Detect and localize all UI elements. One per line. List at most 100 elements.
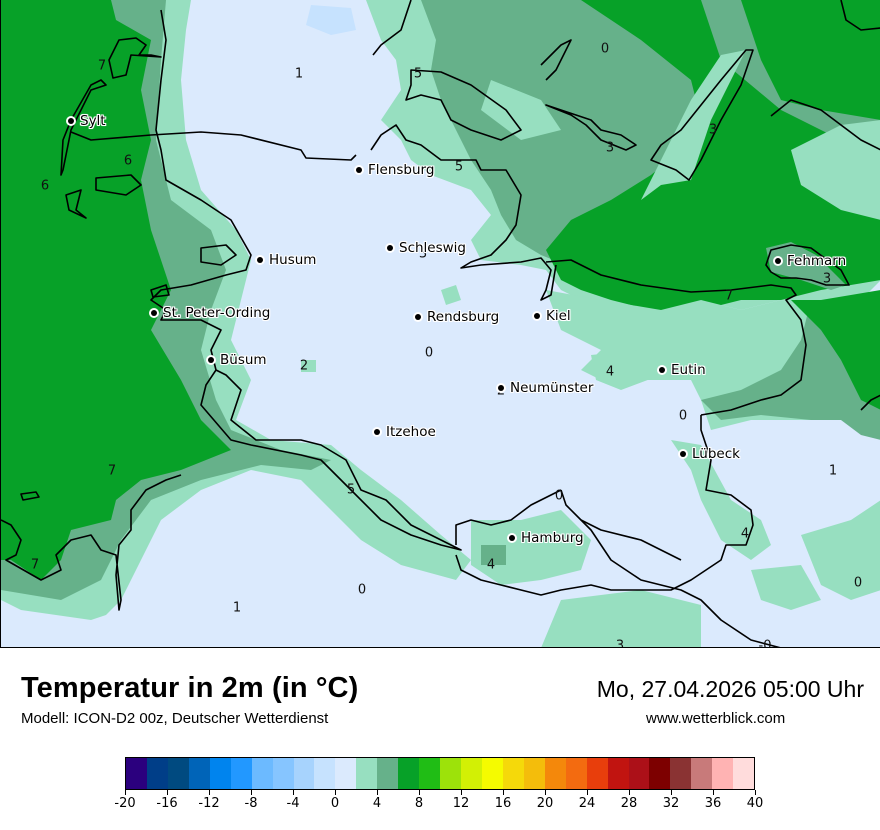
colorbar-segment (733, 758, 755, 789)
colorbar-segment (126, 758, 147, 789)
city-name: Husum (269, 252, 317, 268)
contour-value: 6 (40, 178, 50, 194)
contour-value: 1 (232, 600, 242, 616)
contour-value: 6 (123, 153, 133, 169)
city-dot-icon (356, 167, 362, 173)
contour-value: 0 (554, 488, 564, 504)
colorbar-segment (586, 758, 608, 789)
contour-value: 7 (30, 557, 40, 573)
city-marker: Kiel (534, 308, 571, 324)
city-marker: Lübeck (680, 446, 740, 462)
map-canvas (1, 0, 880, 647)
city-name: Itzehoe (386, 424, 436, 440)
colorbar-tick-label: 24 (578, 796, 596, 811)
city-marker: Schleswig (387, 240, 466, 256)
model-subtitle: Modell: ICON-D2 00z, Deutscher Wetterdie… (21, 710, 329, 727)
colorbar-segment (209, 758, 231, 789)
city-marker: Sylt (68, 113, 106, 129)
city-marker: Hamburg (509, 530, 584, 546)
colorbar-tick-label: 16 (494, 796, 512, 811)
colorbar-segment (461, 758, 482, 789)
colorbar-segment (502, 758, 524, 789)
colorbar-segment (188, 758, 210, 789)
colorbar-tick (502, 790, 504, 795)
city-marker: Rendsburg (415, 309, 499, 325)
city-dot-icon (659, 367, 665, 373)
colorbar-segment (335, 758, 357, 789)
contour-value: 5 (346, 482, 356, 498)
colorbar-tick (670, 790, 672, 795)
city-marker: Husum (257, 252, 316, 268)
forecast-datetime: Mo, 27.04.2026 05:00 Uhr (596, 676, 864, 702)
colorbar-tick (250, 790, 252, 795)
contour-value: 3 (605, 140, 615, 156)
colorbar-segment (712, 758, 734, 789)
contour-value: 1 (828, 463, 838, 479)
colorbar-segment (251, 758, 273, 789)
colorbar-segment (691, 758, 713, 789)
colorbar-segment (398, 758, 420, 789)
city-name: Eutin (671, 362, 706, 378)
colorbar-segment (272, 758, 294, 789)
colorbar-segment (440, 758, 461, 789)
contour-value: 4 (486, 557, 496, 573)
website-link[interactable]: www.wetterblick.com (646, 710, 786, 727)
colorbar-segment (670, 758, 692, 789)
colorbar-tick-label: -12 (198, 796, 220, 811)
colorbar-tick-label: -4 (286, 796, 300, 811)
colorbar-segment (377, 758, 399, 789)
colorbar-tick (628, 790, 630, 795)
colorbar-tick (334, 790, 336, 795)
city-dot-icon (68, 118, 74, 124)
colorbar-tick-label: 36 (704, 796, 722, 811)
city-name: Sylt (80, 113, 106, 129)
contour-value: 5 (413, 66, 423, 82)
contour-value: 2 (496, 383, 506, 399)
colorbar-tick (208, 790, 210, 795)
city-name: Büsum (220, 352, 267, 368)
colorbar-tick-label: 8 (414, 796, 424, 811)
city-dot-icon (775, 258, 781, 264)
temperature-map[interactable]: 7 1 5 0 3 3 6 6 5 3 3 7 0 2 4 2 0 7 1 5 0 4 4 7 0 0 1 3 -0 Sylt Flens… (0, 0, 880, 648)
colorbar-segment (167, 758, 189, 789)
contour-value: 2 (299, 358, 309, 374)
city-dot-icon (415, 314, 421, 320)
colorbar-segment (356, 758, 378, 789)
colorbar-tick (712, 790, 714, 795)
city-name: Lübeck (692, 446, 740, 462)
colorbar-segment (481, 758, 503, 789)
contour-value: 0 (424, 345, 434, 361)
city-dot-icon (387, 245, 393, 251)
city-name: Rendsburg (427, 309, 500, 325)
city-dot-icon (509, 535, 515, 541)
colorbar-tick (586, 790, 588, 795)
colorbar-segment (565, 758, 587, 789)
city-name: Fehmarn (787, 253, 847, 269)
city-name: Schleswig (399, 240, 466, 256)
colorbar-tick-label: -20 (114, 796, 136, 811)
colorbar-tick-label: 40 (746, 796, 764, 811)
contour-value: 0 (357, 582, 367, 598)
contour-value: 0 (853, 575, 863, 591)
city-marker: St. Peter-Ording (151, 305, 270, 321)
colorbar-ticks: -20 -16 -12 -8 -4 0 4 8 12 16 20 24 28 32 36 40 (114, 790, 763, 820)
colorbar-tick (124, 790, 126, 795)
contour-value: 0 (600, 41, 610, 57)
contour-value: 3 (822, 271, 832, 287)
city-marker: Fehmarn (775, 253, 846, 269)
colorbar-tick (166, 790, 168, 795)
colorbar-tick (418, 790, 420, 795)
colorbar-tick-label: 28 (620, 796, 638, 811)
city-dot-icon (680, 451, 686, 457)
contour-value: 1 (294, 66, 304, 82)
city-name: Kiel (546, 308, 571, 324)
colorbar-segment (607, 758, 629, 789)
colorbar-segment (230, 758, 252, 789)
colorbar-segment (146, 758, 168, 789)
chart-title: Temperatur in 2m (in °C) (21, 672, 359, 704)
city-dot-icon (374, 429, 380, 435)
city-marker: Flensburg (356, 162, 434, 178)
contour-value: 7 (724, 288, 734, 304)
city-marker: Neumünster (498, 380, 593, 396)
city-marker: Itzehoe (374, 424, 436, 440)
